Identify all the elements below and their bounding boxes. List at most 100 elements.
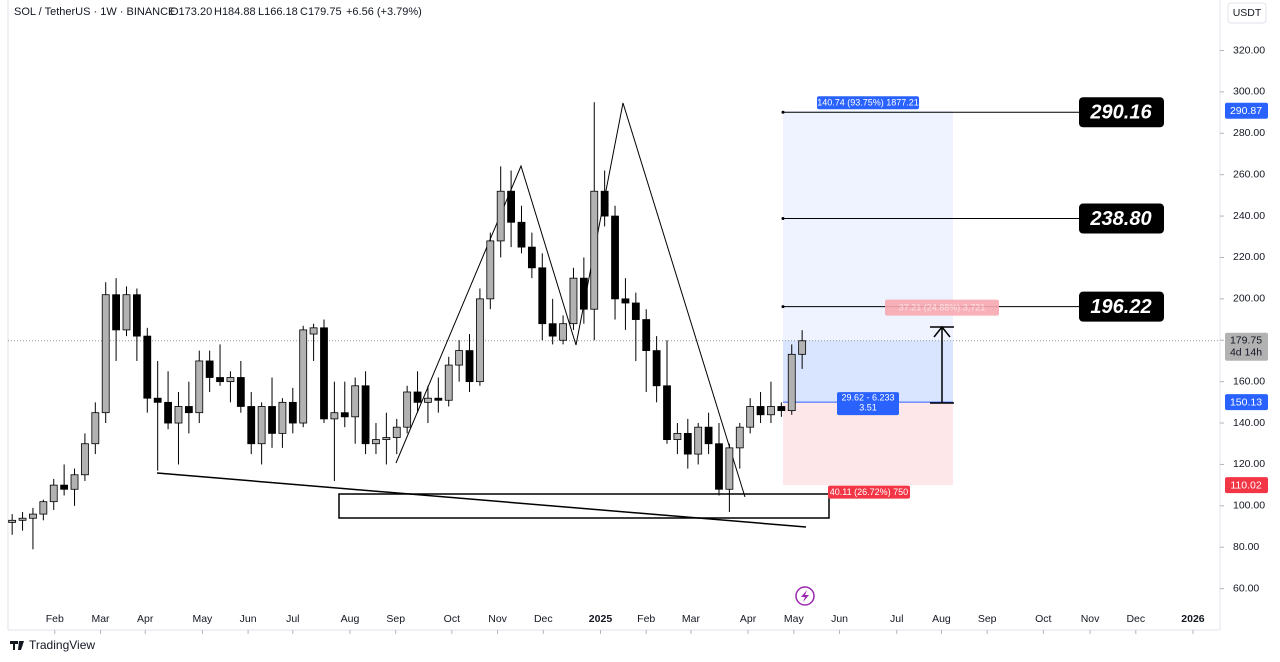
candle-body [216, 377, 224, 383]
candle-body [382, 437, 391, 440]
pattern-line [395, 102, 746, 498]
x-tick-label: Nov [488, 613, 507, 625]
x-tick-label: Oct [1035, 613, 1051, 625]
brand: TradingView [29, 638, 95, 652]
candle-body [496, 190, 505, 242]
y-tick-label: 280.00 [1233, 127, 1265, 139]
candle-body [548, 323, 557, 337]
candle-body [507, 190, 515, 223]
last-price: 179.75 [1230, 335, 1262, 347]
candle-body [29, 513, 37, 519]
candle-body [476, 298, 484, 383]
target-tag-box [1225, 102, 1268, 119]
y-tick-label: 100.00 [1233, 500, 1265, 512]
candle-body [444, 364, 453, 401]
candle-body [663, 385, 671, 440]
x-tick-label: Nov [1081, 613, 1100, 625]
ohlc-high: H184.88 [214, 6, 256, 18]
candle-body [403, 391, 412, 428]
support-zone [338, 493, 830, 519]
candle-body [798, 340, 807, 355]
candle-body [60, 484, 69, 490]
candle-body [735, 426, 744, 449]
candle-body [715, 443, 723, 490]
x-tick-label: Apr [137, 613, 154, 625]
candle-body [413, 391, 422, 403]
candle-body [434, 397, 443, 401]
y-tick-label: 160.00 [1233, 375, 1265, 387]
x-tick-label: Jul [286, 613, 299, 625]
candle-body [91, 412, 100, 445]
candle-body [49, 484, 58, 503]
level-label: 238.80 [1089, 208, 1151, 230]
candle-body [143, 335, 152, 399]
candle-body [787, 353, 796, 412]
y-tick-label: 80.00 [1233, 541, 1259, 553]
candle-body [746, 406, 755, 428]
candle-body [652, 350, 661, 387]
y-tick-label: 260.00 [1233, 168, 1265, 180]
candle-body [683, 432, 692, 455]
candle-body [112, 294, 121, 331]
ratio-value: 3.51 [859, 402, 877, 412]
candle-body [611, 215, 619, 300]
x-tick-label: Sep [978, 613, 997, 625]
x-tick-label: Mar [91, 613, 110, 625]
countdown: 4d 14h [1230, 347, 1262, 359]
candle-body [39, 501, 48, 515]
candle-body [579, 277, 588, 310]
candle-body [184, 406, 193, 414]
level-box [1079, 97, 1164, 128]
y-tick-label: 200.00 [1233, 293, 1265, 305]
x-tick-label: Feb [46, 613, 64, 625]
x-tick-label: May [784, 613, 805, 625]
ohlc-open: O173.20 [170, 6, 212, 18]
target-text: 140.74 (93.75%) 1877.21 [817, 98, 919, 108]
x-tick-label: 2025 [589, 613, 613, 625]
candle-body [372, 439, 380, 445]
candle-body [673, 432, 682, 440]
level-dot [781, 217, 785, 221]
x-tick-label: Jul [890, 613, 903, 625]
x-tick-label: Apr [740, 613, 757, 625]
ohlc-low: L166.18 [258, 6, 298, 18]
candle-body [164, 401, 172, 424]
last-price-box [1225, 332, 1268, 361]
candle-body [278, 401, 287, 434]
candle-body [455, 350, 464, 366]
currency-box[interactable] [1227, 2, 1267, 24]
candle-body [590, 190, 599, 310]
brand-logo [10, 641, 24, 650]
x-tick-label: Dec [1126, 613, 1145, 625]
candle-body [642, 319, 651, 351]
x-tick-label: Dec [534, 613, 553, 625]
entry-tag-box [1225, 394, 1268, 411]
candle-body [299, 329, 308, 424]
level-box [1079, 291, 1164, 322]
candle-body [767, 406, 775, 416]
candle-body [694, 426, 703, 455]
candle-body [320, 327, 328, 420]
y-tick-label: 60.00 [1233, 582, 1259, 594]
x-tick-label: May [192, 613, 213, 625]
stop-tag: 110.02 [1230, 479, 1261, 491]
level-label: 290.16 [1089, 102, 1152, 124]
candle-body [101, 294, 110, 414]
level-dot [781, 305, 785, 309]
candle-body [424, 397, 432, 403]
currency: USDT [1233, 7, 1262, 19]
x-tick-label: Jun [831, 613, 848, 625]
target-text-box [817, 96, 919, 110]
progress-zone [783, 340, 953, 403]
candle-body [621, 298, 630, 304]
x-tick-label: Oct [444, 613, 460, 625]
candle-body [486, 240, 495, 300]
x-tick-label: Mar [682, 613, 701, 625]
profit-zone [783, 110, 953, 403]
candle-body [631, 302, 640, 320]
candle-body [70, 474, 79, 490]
candle-body [517, 221, 526, 248]
candle-body [247, 406, 256, 445]
candle-body [205, 360, 214, 378]
x-tick-label: Feb [637, 613, 655, 625]
